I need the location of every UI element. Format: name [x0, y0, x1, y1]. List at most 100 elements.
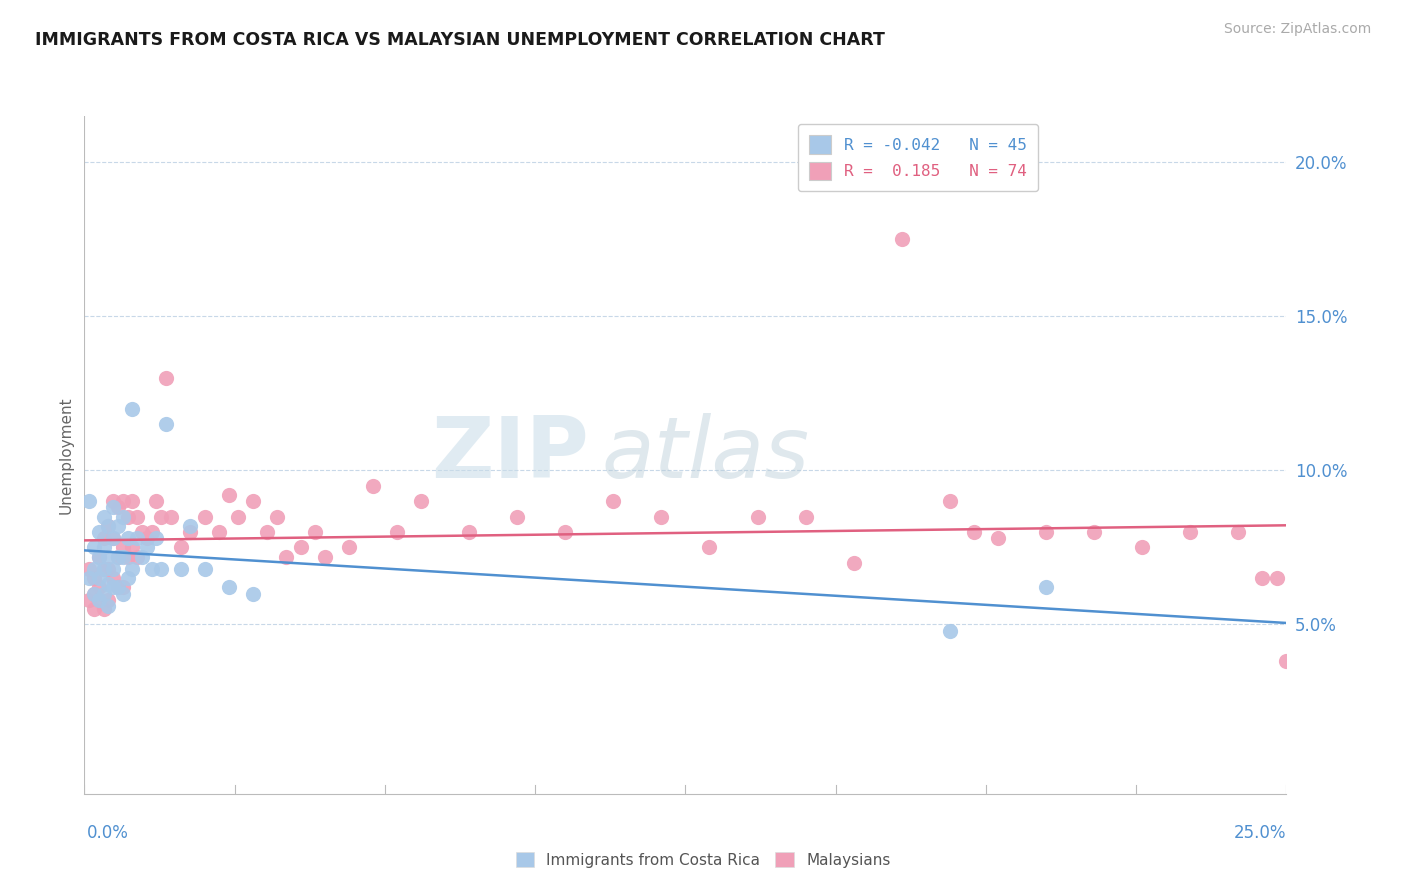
Point [111, 509, 134, 524]
Point [87, 571, 110, 585]
Point [111, 549, 134, 564]
Legend: R = -0.042   N = 45, R =  0.185   N = 74: R = -0.042 N = 45, R = 0.185 N = 74 [797, 124, 1038, 191]
Point [1180, 524, 1202, 539]
Point [87, 549, 110, 564]
Point [141, 562, 163, 576]
Point [87, 549, 110, 564]
Point [1275, 654, 1298, 668]
Point [103, 500, 125, 515]
Point [458, 524, 481, 539]
Point [314, 549, 336, 564]
Point [602, 494, 624, 508]
Point [747, 509, 769, 524]
Point [179, 524, 201, 539]
Y-axis label: Unemployment: Unemployment [58, 396, 73, 514]
Point [1130, 541, 1153, 555]
Point [83, 562, 105, 576]
Point [145, 531, 167, 545]
Point [266, 509, 288, 524]
Point [93, 531, 115, 545]
Point [160, 509, 183, 524]
Point [127, 531, 149, 545]
Point [77, 571, 100, 585]
Point [242, 586, 264, 600]
Point [150, 562, 173, 576]
Point [304, 524, 326, 539]
Point [361, 479, 384, 493]
Point [93, 586, 115, 600]
Point [141, 524, 163, 539]
Point [276, 549, 298, 564]
Text: IMMIGRANTS FROM COSTA RICA VS MALAYSIAN UNEMPLOYMENT CORRELATION CHART: IMMIGRANTS FROM COSTA RICA VS MALAYSIAN … [35, 31, 884, 49]
Text: atlas: atlas [602, 413, 810, 497]
Point [842, 556, 865, 570]
Point [1265, 571, 1288, 585]
Point [1227, 524, 1250, 539]
Text: 0.0%: 0.0% [87, 824, 129, 842]
Point [117, 571, 139, 585]
Point [107, 581, 129, 595]
Point [1083, 524, 1105, 539]
Point [121, 401, 143, 416]
Point [97, 518, 120, 533]
Point [83, 602, 105, 616]
Point [77, 592, 100, 607]
Point [650, 509, 672, 524]
Point [169, 562, 191, 576]
Point [121, 494, 143, 508]
Point [97, 549, 120, 564]
Legend: Immigrants from Costa Rica, Malaysians: Immigrants from Costa Rica, Malaysians [508, 844, 898, 875]
Point [107, 581, 129, 595]
Point [97, 592, 120, 607]
Point [987, 531, 1010, 545]
Point [111, 581, 134, 595]
Point [93, 509, 115, 524]
Point [97, 577, 120, 591]
Point [97, 518, 120, 533]
Point [963, 524, 986, 539]
Text: Source: ZipAtlas.com: Source: ZipAtlas.com [1223, 22, 1371, 37]
Text: ZIP: ZIP [432, 413, 589, 497]
Point [121, 541, 143, 555]
Point [107, 518, 129, 533]
Point [83, 541, 105, 555]
Point [93, 562, 115, 576]
Point [93, 541, 115, 555]
Text: 25.0%: 25.0% [1234, 824, 1286, 842]
Point [87, 524, 110, 539]
Point [77, 494, 100, 508]
Point [77, 562, 100, 576]
Point [87, 592, 110, 607]
Point [103, 562, 125, 576]
Point [127, 549, 149, 564]
Point [111, 586, 134, 600]
Point [145, 494, 167, 508]
Point [256, 524, 278, 539]
Point [97, 599, 120, 613]
Point [127, 509, 149, 524]
Point [83, 586, 105, 600]
Point [242, 494, 264, 508]
Point [103, 571, 125, 585]
Point [87, 581, 110, 595]
Point [939, 494, 962, 508]
Point [117, 531, 139, 545]
Point [103, 494, 125, 508]
Point [208, 524, 231, 539]
Point [337, 541, 360, 555]
Point [155, 371, 177, 385]
Point [103, 581, 125, 595]
Point [506, 509, 529, 524]
Point [179, 518, 201, 533]
Point [121, 562, 143, 576]
Point [226, 509, 249, 524]
Point [93, 562, 115, 576]
Point [111, 494, 134, 508]
Point [150, 509, 173, 524]
Point [218, 488, 240, 502]
Point [218, 581, 240, 595]
Point [194, 562, 217, 576]
Point [939, 624, 962, 638]
Point [135, 531, 157, 545]
Point [194, 509, 217, 524]
